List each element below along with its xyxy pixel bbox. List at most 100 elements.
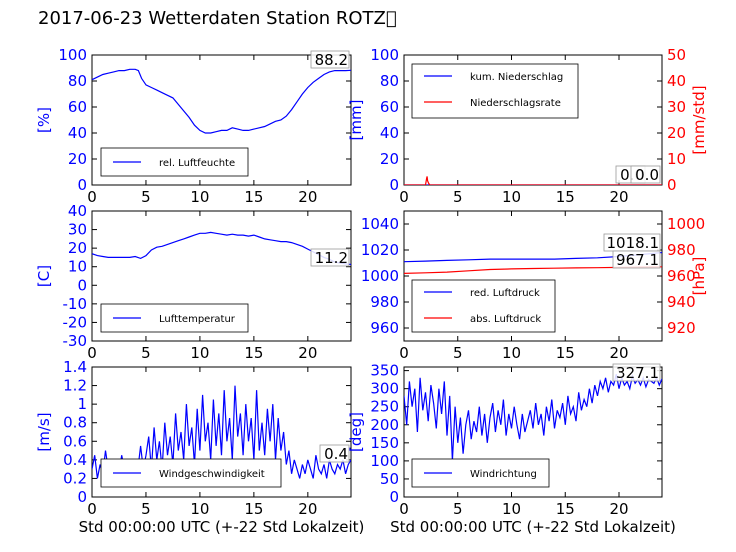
legend-label-temperature-0: Lufttemperatur (159, 314, 236, 325)
y-tick-label-right-pressure-3: 980 (667, 241, 696, 259)
x-tick-label-temperature-1: 5 (141, 344, 151, 362)
x-tick-label-temperature-2: 10 (190, 344, 209, 362)
figure-title-suffix: 􏰀 (385, 8, 397, 29)
y-tick-label-precipitation-2: 40 (380, 124, 399, 142)
y-tick-label-temperature-5: 20 (68, 239, 87, 257)
y-tick-label-temperature-3: 0 (77, 276, 87, 294)
y-tick-label-windspeed-7: 1.4 (63, 358, 87, 376)
y-tick-label-winddirection-6: 300 (370, 380, 399, 398)
x-tick-label-windspeed-1: 5 (141, 500, 151, 518)
y-tick-label-windspeed-4: 0.8 (63, 414, 87, 432)
x-tick-label-humidity-2: 10 (190, 188, 209, 206)
y-tick-label-windspeed-1: 0.2 (63, 469, 87, 487)
legend-winddirection: Windrichtung (411, 458, 550, 488)
legend-humidity: rel. Luftfeuchte (100, 147, 249, 177)
legend-label-pressure-1: abs. Luftdruck (470, 314, 541, 325)
x-tick-label-windspeed-3: 15 (244, 500, 263, 518)
y-tick-label-precipitation-0: 0 (389, 176, 399, 194)
y-tick-label-winddirection-3: 150 (370, 434, 399, 452)
y-tick-label-right-pressure-2: 960 (667, 267, 696, 285)
y-tick-label-humidity-5: 100 (58, 46, 87, 64)
x-axis-label-winddirection: Std 00:00:00 UTC (+-22 Std Lokalzeit) (390, 518, 676, 536)
y-axis-label-humidity: [%] (35, 107, 53, 133)
y-tick-label-right-precipitation-0: 0 (667, 176, 677, 194)
x-tick-label-windspeed-4: 20 (298, 500, 317, 518)
y-tick-label-humidity-0: 0 (77, 176, 87, 194)
panel-pressure: 0 5 10 15 20 960 980 1000 1020 1040 920 940 960 980 10… (361, 210, 708, 362)
y-tick-label-winddirection-2: 100 (370, 452, 399, 470)
legend-windspeed: Windgeschwindigkeit (100, 458, 282, 488)
x-tick-label-winddirection-1: 5 (453, 500, 463, 518)
x-tick-label-precipitation-4: 20 (609, 188, 628, 206)
y-tick-label-windspeed-3: 0.6 (63, 432, 87, 450)
annotation-value-pressure-1: 967.1 (616, 251, 659, 269)
y-tick-label-winddirection-0: 0 (389, 488, 399, 506)
x-tick-label-pressure-3: 15 (556, 344, 575, 362)
figure-title-text: 2017-06-23 Wetterdaten Station ROTZ (38, 8, 386, 29)
y-tick-label-temperature-2: -10 (63, 295, 88, 313)
y-tick-label-temperature-1: -20 (63, 313, 88, 331)
x-tick-label-humidity-3: 15 (244, 188, 263, 206)
series-line-winddirection-0 (404, 373, 662, 461)
y-tick-label-windspeed-6: 1.2 (63, 377, 87, 395)
legend-precipitation: kum. Niederschlag Niederschlagsrate (411, 63, 579, 119)
y-tick-label-precipitation-3: 60 (380, 98, 399, 116)
series-line-humidity-0 (92, 68, 351, 134)
annotation-box-pressure-1 (612, 250, 661, 269)
x-tick-label-temperature-3: 15 (244, 344, 263, 362)
y-tick-label-winddirection-5: 250 (370, 398, 399, 416)
y-tick-label-temperature-7: 40 (68, 202, 87, 220)
legend-box-precipitation (411, 63, 579, 119)
annotation-value-precipitation-1: 0.0 (635, 166, 659, 184)
annotation-box-humidity-0 (310, 50, 350, 69)
figure-title: 2017-06-23 Wetterdaten Station ROTZ􏰀 (38, 8, 397, 29)
y-axis-label-windspeed: [m/s] (35, 412, 53, 451)
annotation-box-winddirection-0 (612, 363, 661, 382)
x-tick-label-precipitation-1: 5 (453, 188, 463, 206)
y-axis-label-right-pressure: [hPa] (690, 257, 708, 296)
y-tick-label-right-pressure-0: 920 (667, 319, 696, 337)
annotation-value-humidity-0: 88.2 (315, 51, 348, 69)
legend-label-precipitation-1: Niederschlagsrate (470, 98, 561, 109)
x-tick-label-pressure-2: 10 (502, 344, 521, 362)
x-tick-label-pressure-1: 5 (453, 344, 463, 362)
y-tick-label-right-precipitation-4: 40 (667, 72, 686, 90)
x-tick-label-precipitation-0: 0 (399, 188, 409, 206)
y-tick-label-windspeed-5: 1 (77, 395, 87, 413)
legend-temperature: Lufttemperatur (100, 303, 249, 333)
x-tick-label-pressure-0: 0 (399, 344, 409, 362)
x-axis-label-windspeed: Std 00:00:00 UTC (+-22 Std Lokalzeit) (79, 518, 365, 536)
y-tick-label-right-precipitation-2: 20 (667, 124, 686, 142)
y-tick-label-right-precipitation-3: 30 (667, 98, 686, 116)
y-tick-label-pressure-0: 960 (370, 319, 399, 337)
x-tick-label-winddirection-0: 0 (399, 500, 409, 518)
x-tick-label-winddirection-2: 10 (502, 500, 521, 518)
annotation-box-windspeed-0 (319, 444, 350, 463)
y-tick-label-winddirection-1: 50 (380, 470, 399, 488)
y-tick-label-windspeed-0: 0 (77, 488, 87, 506)
x-tick-label-winddirection-4: 20 (609, 500, 628, 518)
y-tick-label-temperature-0: -30 (63, 332, 88, 350)
x-tick-label-winddirection-3: 15 (556, 500, 575, 518)
annotation-value-pressure-0: 1018.1 (607, 234, 660, 252)
x-tick-label-humidity-0: 0 (87, 188, 97, 206)
y-tick-label-temperature-4: 10 (68, 258, 87, 276)
y-tick-label-winddirection-7: 350 (370, 362, 399, 380)
series-line-temperature-0 (92, 231, 351, 266)
annotation-value-windspeed-0: 0.4 (324, 445, 348, 463)
y-tick-label-precipitation-1: 20 (380, 150, 399, 168)
y-tick-label-windspeed-2: 0.4 (63, 451, 87, 469)
y-tick-label-winddirection-4: 200 (370, 416, 399, 434)
y-tick-label-pressure-4: 1040 (361, 215, 399, 233)
y-tick-label-right-pressure-1: 940 (667, 293, 696, 311)
legend-label-precipitation-0: kum. Niederschlag (470, 72, 563, 83)
y-tick-label-right-pressure-4: 1000 (667, 215, 705, 233)
annotation-value-temperature-0: 11.2 (315, 249, 348, 267)
x-tick-label-windspeed-2: 10 (190, 500, 209, 518)
annotation-value-winddirection-0: 327.1 (616, 364, 659, 382)
x-tick-label-temperature-0: 0 (87, 344, 97, 362)
y-tick-label-temperature-6: 30 (68, 221, 87, 239)
